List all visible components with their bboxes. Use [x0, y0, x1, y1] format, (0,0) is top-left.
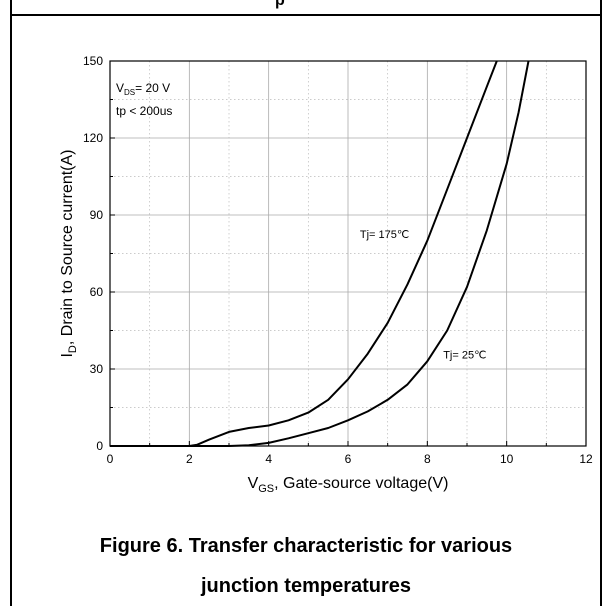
- series-curve: [110, 60, 498, 447]
- y-axis-label: ID, Drain to Source current(A): [59, 149, 79, 357]
- y-tick-label: 120: [83, 131, 103, 145]
- header-fragment: p: [275, 0, 285, 9]
- condition-vds: VDS= 20 V: [116, 81, 170, 97]
- x-tick-label: 2: [186, 452, 193, 466]
- ticks: [109, 60, 587, 447]
- x-tick-label: 8: [424, 452, 431, 466]
- y-tick-label: 60: [90, 285, 104, 299]
- y-tick-label: 150: [83, 54, 103, 68]
- x-tick-label: 0: [107, 452, 114, 466]
- figure-caption-line1: Figure 6. Transfer characteristic for va…: [99, 535, 513, 557]
- series-curve: [110, 60, 530, 447]
- x-tick-label: 4: [265, 452, 272, 466]
- curves: [110, 60, 530, 447]
- grid: [110, 61, 586, 446]
- series-label: Tj= 25℃: [443, 350, 486, 362]
- x-tick-label: 10: [500, 452, 514, 466]
- x-axis-label: VGS, Gate-source voltage(V): [248, 475, 449, 495]
- x-tick-label: 6: [345, 452, 352, 466]
- figure-caption-line2: junction temperatures: [200, 575, 412, 597]
- y-tick-label: 90: [90, 208, 104, 222]
- figure-frame: [10, 0, 602, 606]
- x-tick-label: 12: [579, 452, 593, 466]
- header-rule: [10, 14, 602, 16]
- condition-tp: tp < 200us: [116, 104, 172, 118]
- y-tick-label: 0: [96, 439, 103, 453]
- series-label: Tj= 175℃: [360, 229, 409, 241]
- y-tick-label: 30: [90, 362, 104, 376]
